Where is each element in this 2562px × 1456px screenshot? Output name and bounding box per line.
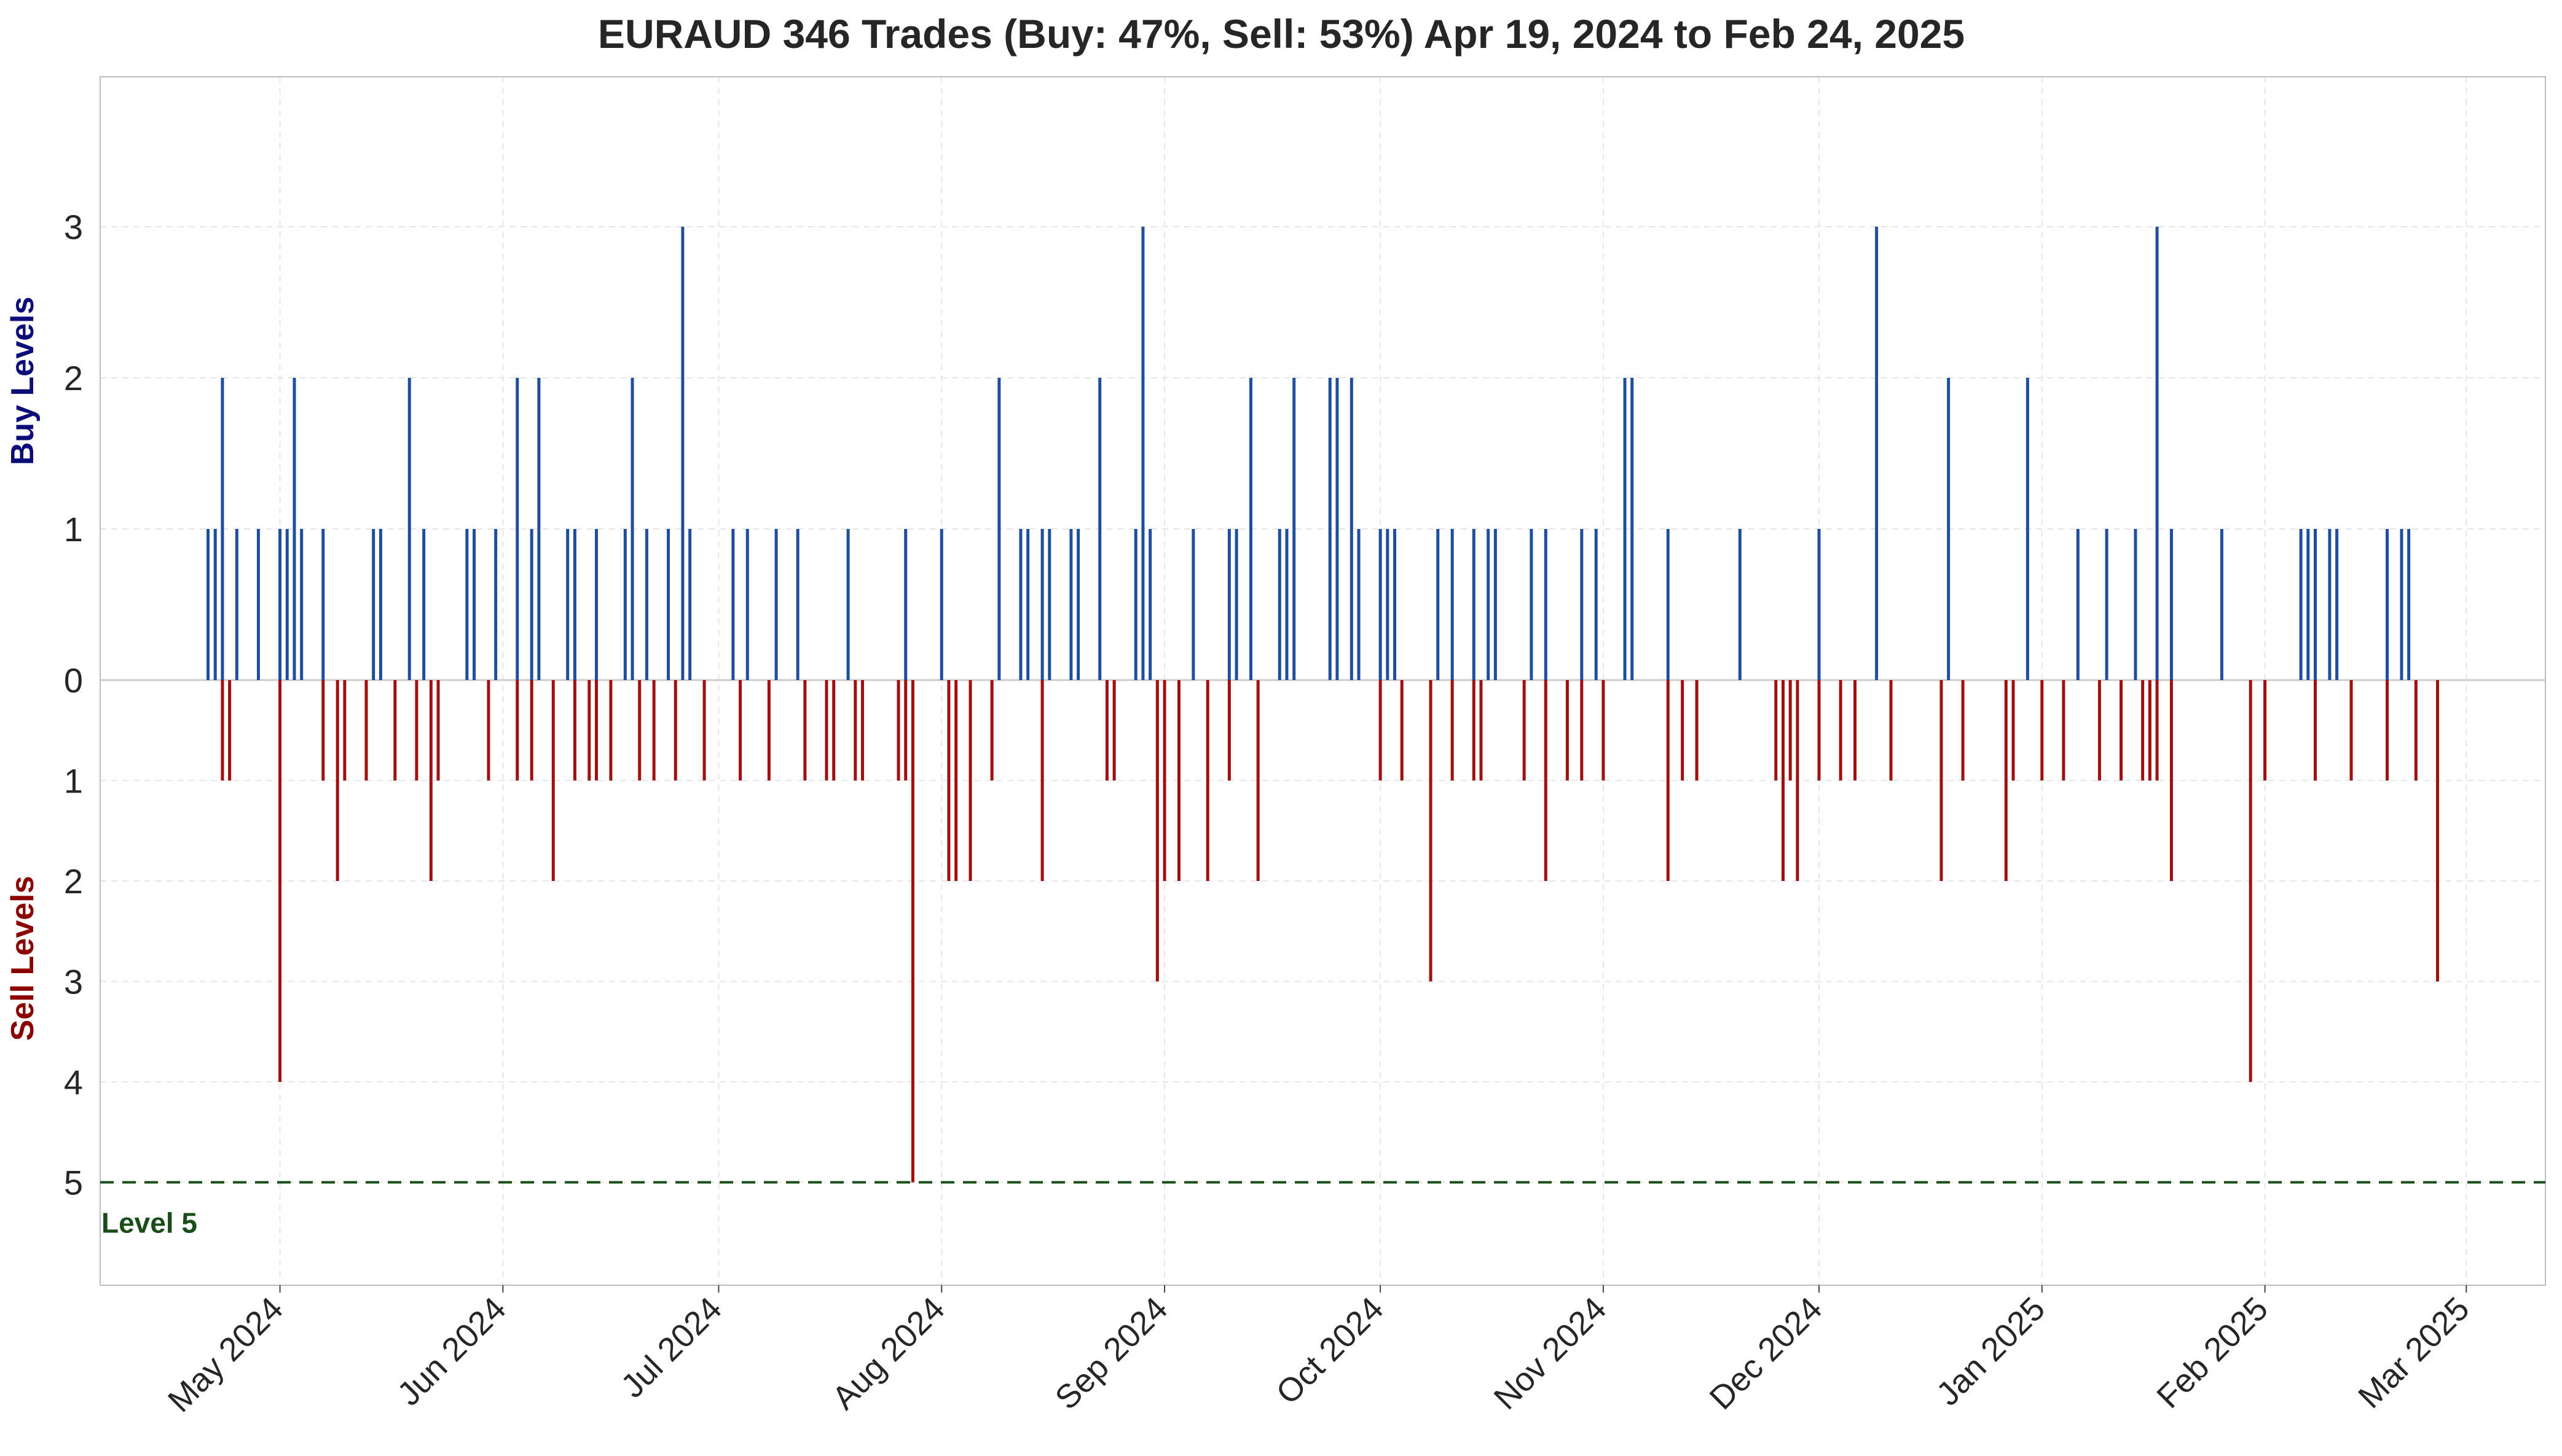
y-tick-label-sell: 4 — [64, 1063, 83, 1102]
level-5-label: Level 5 — [101, 1207, 197, 1239]
y-axis-label-sell: Sell Levels — [5, 876, 41, 1041]
y-tick-label-sell: 5 — [64, 1164, 83, 1202]
y-tick-label-buy: 2 — [64, 359, 83, 397]
trade-bars — [206, 227, 2439, 1183]
y-tick-label-buy: 0 — [64, 661, 83, 700]
y-axis-ticks: 0 1 2 3 1 2 3 4 5 — [64, 208, 83, 1202]
y-tick-label-sell: 3 — [64, 963, 83, 1001]
y-tick-label-buy: 3 — [64, 208, 83, 246]
y-tick-label-sell: 2 — [64, 862, 83, 901]
y-axis-label-buy: Buy Levels — [5, 297, 41, 466]
y-tick-label-buy: 1 — [64, 510, 83, 549]
chart-title: EURAUD 346 Trades (Buy: 47%, Sell: 53%) … — [598, 11, 1965, 57]
y-tick-label-sell: 1 — [64, 762, 83, 800]
